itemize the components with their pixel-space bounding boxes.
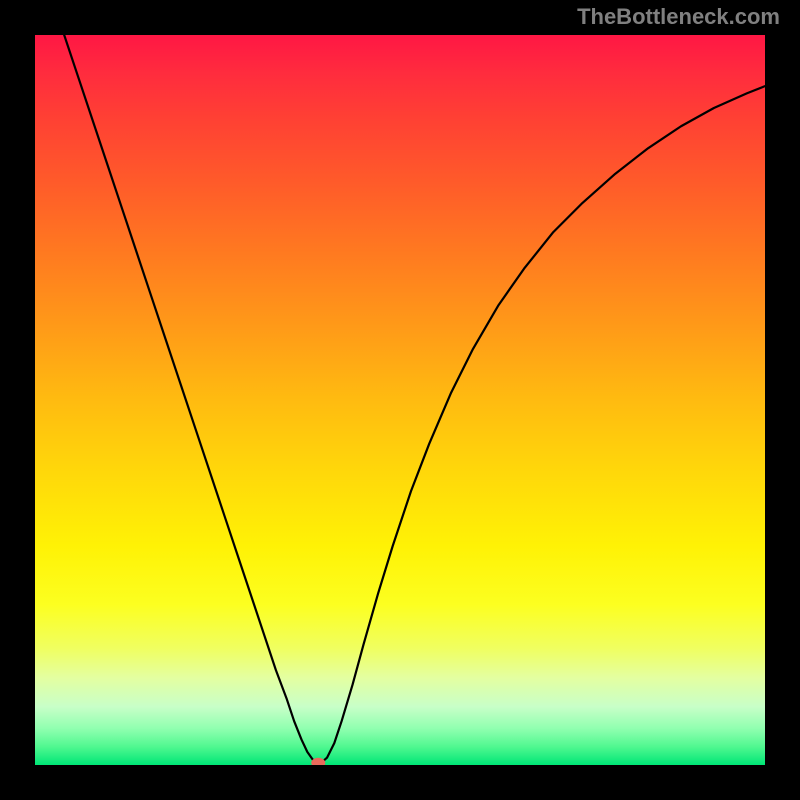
plot-svg xyxy=(35,35,765,765)
chart-container: TheBottleneck.com xyxy=(0,0,800,800)
plot-area xyxy=(35,35,765,765)
watermark-text: TheBottleneck.com xyxy=(577,4,780,30)
